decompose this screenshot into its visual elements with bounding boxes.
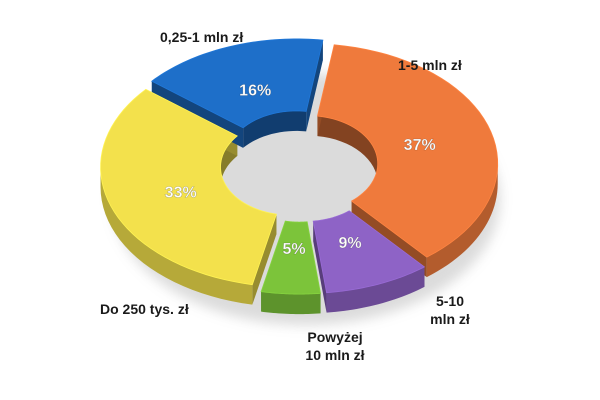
label-5-10-mln: 5-10 mln zł <box>430 293 470 327</box>
slice-powyżej-10-mln-zł <box>260 220 322 295</box>
slice-cut-face <box>306 40 323 132</box>
slice-5-10-mln-zł <box>312 210 426 294</box>
value-label: 37% <box>404 137 436 154</box>
slice-inner-wall <box>317 116 378 184</box>
label-1-5-mln: 1-5 mln zł <box>398 57 462 73</box>
slice-cut-face <box>313 221 327 313</box>
label-0-25-1-mln: 0,25-1 mln zł <box>160 29 244 45</box>
slice-side-wall <box>100 167 253 305</box>
slice-side-wall <box>426 163 498 278</box>
label-powyzej-10-mln: Powyżej 10 mln zł <box>305 329 365 363</box>
value-label: 16% <box>239 83 271 100</box>
slice-side-wall <box>326 266 425 313</box>
slice-side-wall <box>261 291 321 315</box>
value-label: 5% <box>283 241 306 258</box>
slice-0-25-1-mln-zł <box>150 38 324 129</box>
value-label: 9% <box>338 235 361 252</box>
slice-cut-face <box>252 214 277 305</box>
label-do-250-tys: Do 250 tys. zł <box>100 301 189 317</box>
slice-do-250-tys-zł <box>100 88 278 286</box>
slice-1-5-mln-zł <box>316 44 499 258</box>
slice-inner-wall <box>243 110 307 148</box>
value-label: 33% <box>165 184 197 201</box>
